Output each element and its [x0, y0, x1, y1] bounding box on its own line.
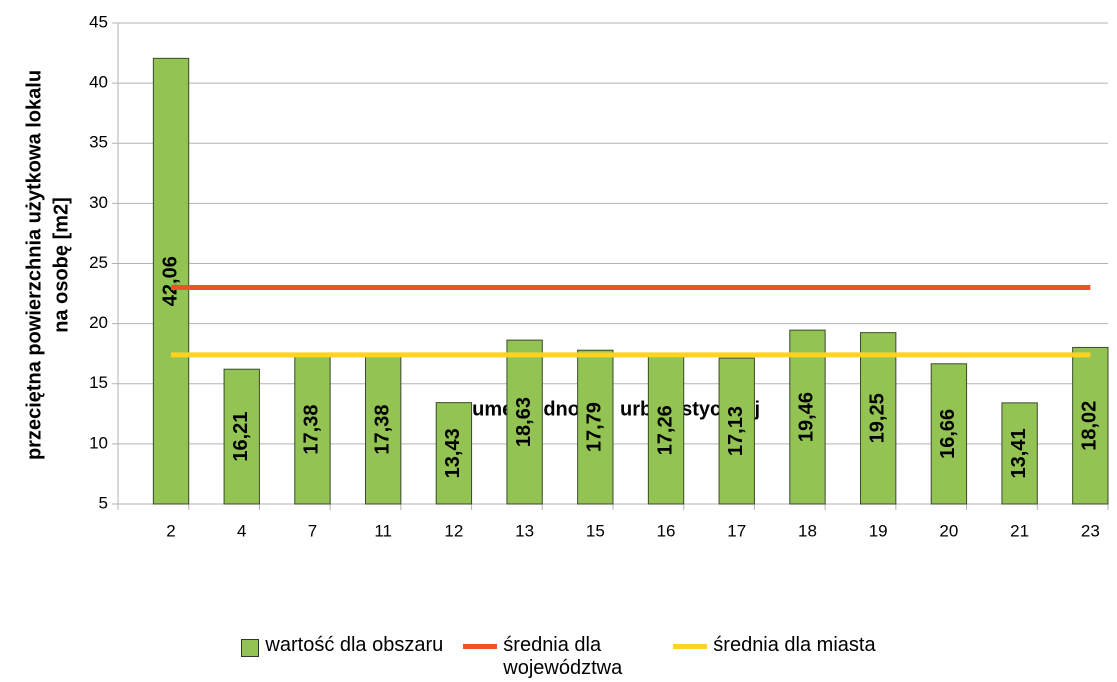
data-label: 17,13	[725, 406, 747, 456]
y-tick-label: 5	[99, 493, 108, 512]
y-tick-label: 15	[89, 373, 108, 392]
data-label: 17,38	[371, 405, 393, 455]
bar	[789, 329, 826, 505]
bar	[223, 368, 260, 505]
x-tick-label: 21	[1010, 521, 1029, 540]
y-tick-label: 35	[89, 133, 108, 152]
bar	[860, 332, 897, 505]
y-axis-title: na osobę [m2]	[50, 197, 72, 333]
y-tick-label: 10	[89, 433, 108, 452]
bar	[647, 356, 685, 505]
data-label: 16,21	[230, 412, 252, 462]
data-label: 18,63	[513, 397, 535, 447]
bar	[718, 357, 755, 505]
legend-item: średnia dla województwa	[463, 634, 653, 680]
x-tick-label: 11	[374, 521, 392, 540]
y-tick-label: 45	[89, 12, 108, 31]
legend-item: wartość dla obszaru	[241, 634, 443, 680]
x-tick-label: 17	[727, 521, 746, 540]
legend: wartość dla obszaru średnia dla województ…	[0, 634, 1117, 680]
data-label: 13,41	[1008, 428, 1030, 478]
y-tick-label: 30	[89, 193, 108, 212]
data-label: 17,26	[654, 405, 676, 455]
bar	[1072, 346, 1109, 505]
legend-marker	[673, 644, 708, 649]
data-label: 19,25	[866, 393, 888, 443]
x-tick-label: 19	[869, 521, 888, 540]
legend-label: średnia dla miasta	[713, 634, 876, 656]
legend-marker	[463, 644, 498, 649]
legend-label: wartość dla obszaru	[265, 634, 444, 656]
bar	[577, 349, 614, 505]
bar	[435, 402, 473, 505]
legend-item: średnia dla miasta	[673, 634, 876, 680]
data-label: 16,66	[937, 409, 959, 459]
legend-label: średnia dla województwa	[503, 634, 623, 679]
bar	[506, 339, 543, 505]
data-label: 17,38	[301, 405, 323, 455]
x-tick-label: 4	[237, 521, 246, 540]
x-tick-label: 2	[166, 521, 175, 540]
bar	[365, 354, 402, 505]
bar	[1001, 402, 1038, 505]
x-tick-label: 20	[939, 521, 958, 540]
x-tick-label: 18	[798, 521, 817, 540]
data-label: 42,06	[159, 256, 181, 306]
x-tick-label: 15	[586, 521, 605, 540]
bar	[930, 363, 968, 505]
x-tick-label: 23	[1081, 521, 1100, 540]
chart: numer jednostki urbanistycznej przeciętn…	[23, 12, 1109, 540]
x-tick-label: 16	[657, 521, 676, 540]
x-tick-label: 12	[444, 521, 463, 540]
y-axis-title: przeciętna powierzchnia użytkowa lokalu	[23, 70, 45, 460]
y-tick-label: 25	[89, 253, 108, 272]
data-label: 17,79	[584, 402, 606, 452]
data-label: 18,02	[1079, 401, 1101, 451]
x-tick-label: 7	[308, 521, 317, 540]
y-tick-label: 40	[89, 73, 108, 92]
data-label: 19,46	[796, 392, 818, 442]
data-label: 13,43	[442, 428, 464, 478]
legend-marker	[241, 639, 260, 657]
bar	[294, 354, 331, 505]
x-tick-label: 13	[515, 521, 534, 540]
y-tick-label: 20	[89, 313, 108, 332]
bar	[152, 57, 190, 505]
